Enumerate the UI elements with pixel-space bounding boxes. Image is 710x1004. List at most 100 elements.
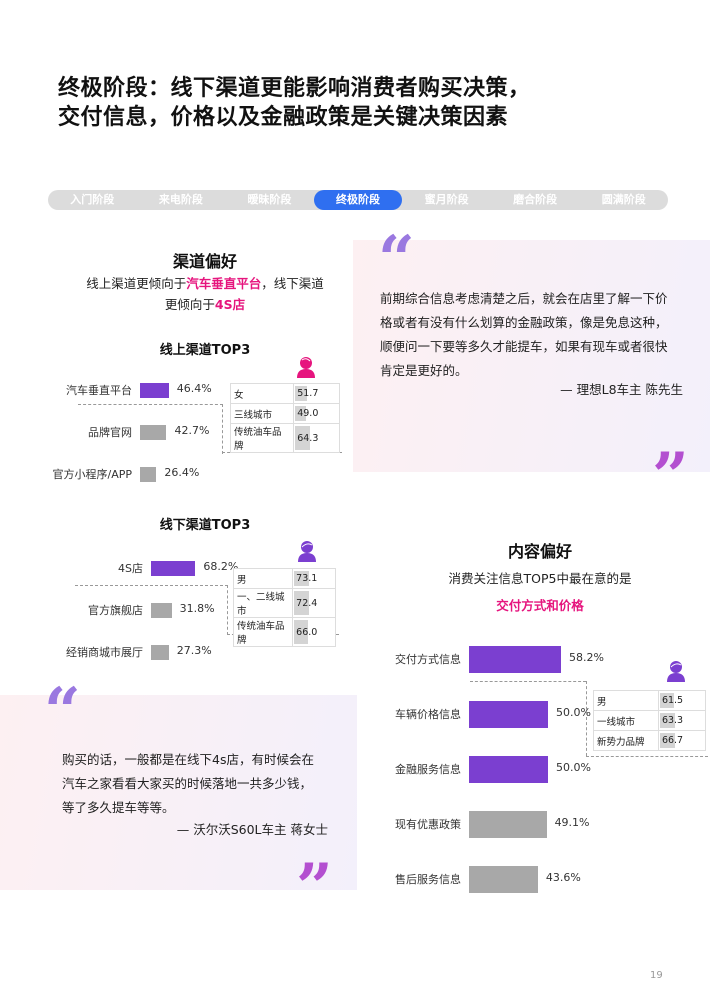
highlight: 汽车垂直平台 [186, 276, 262, 291]
page-title-line1: 终极阶段：线下渠道更能影响消费者购买决策， [58, 76, 531, 101]
sub-text: 线上渠道更倾向于 [86, 276, 187, 291]
close-quote-icon: ” [296, 850, 333, 925]
profile-value: 73.1 [296, 573, 318, 584]
bar-value: 68.2% [203, 560, 239, 573]
bar-label: 金融服务信息 [395, 763, 461, 776]
bar [151, 560, 196, 576]
quote-line: 格或者有没有什么划算的金融政策，像是免息这种， [380, 315, 668, 330]
page-number: 19 [650, 970, 663, 981]
bar-label: 官方旗舰店 [88, 604, 143, 617]
open-quote-icon: “ [44, 674, 81, 749]
quote-2-author: — 沃尔沃S60L车主 蒋女士 [176, 822, 328, 837]
stage-5[interactable]: 蜜月阶段 [424, 193, 469, 206]
bar-value: 50.0% [556, 706, 591, 719]
bar-value: 49.1% [554, 816, 590, 829]
stage-7[interactable]: 圆满阶段 [601, 193, 646, 206]
profile-key: 新势力品牌 [593, 730, 659, 751]
profile-row: 三线城市 49.0 [229, 403, 340, 424]
bar [151, 602, 172, 618]
quote-line: 前期综合信息考虑清楚之后，就会在店里了解一下价 [380, 291, 668, 306]
profile-row: 传统油车品牌 64.3 [229, 423, 340, 453]
channel-subtitle: 线上渠道更倾向于汽车垂直平台，线下渠道更倾向于4S店 [55, 273, 355, 315]
profile-value: 72.4 [296, 597, 318, 609]
profile-key: 传统油车品牌 [229, 423, 295, 453]
bar-value: 50.0% [556, 761, 591, 774]
profile-key: 一、二线城市 [232, 588, 294, 618]
quote-box-2 [0, 695, 357, 890]
content-subtitle: 消费关注信息TOP5中最在意的是 [448, 571, 632, 586]
quote-line: 汽车之家看看大家买的时候落地一共多少钱， [62, 776, 313, 791]
bar [469, 865, 538, 893]
profile-value: 61.5 [661, 695, 684, 706]
content-title: 内容偏好 [507, 542, 572, 561]
profile-value: 51.7 [297, 388, 319, 399]
bar-value: 26.4% [164, 466, 200, 479]
profile-key: 传统油车品牌 [232, 617, 294, 647]
bar-value: 31.8% [179, 602, 215, 615]
stage-4[interactable]: 终极阶段 [313, 190, 403, 210]
content-profile-table: 男 61.5 一线城市 63.3 新势力品牌 66.7 [593, 690, 707, 751]
quote-1-author: — 理想L8车主 陈先生 [560, 382, 683, 397]
stage-6[interactable]: 磨合阶段 [513, 193, 558, 206]
profile-value: 66.0 [296, 626, 318, 638]
quote-line: 顺便问一下要等多久才能提车，如果有现车或者很快 [380, 339, 668, 354]
bar [140, 424, 167, 440]
profile-row: 男 73.1 [232, 568, 336, 589]
open-quote-icon: “ [378, 222, 415, 297]
bar [140, 382, 169, 398]
profile-row: 男 61.5 [593, 690, 707, 711]
content-highlight: 交付方式和价格 [496, 598, 584, 613]
profile-value: 63.3 [661, 715, 684, 726]
bar-value: 46.4% [176, 382, 212, 395]
sub-text: 更倾向于 [164, 297, 215, 312]
bar-label: 现有优惠政策 [395, 818, 461, 831]
profile-value: 64.3 [297, 432, 319, 444]
bar-label: 经销商城市展厅 [66, 646, 143, 659]
stage-2[interactable]: 来电阶段 [158, 193, 203, 206]
bar [151, 644, 169, 660]
bar [469, 645, 561, 673]
quote-line: 购买的话，一般都是在线下4s店，有时候会在 [62, 752, 314, 767]
bar-value: 42.7% [174, 424, 210, 437]
bar-label: 售后服务信息 [395, 873, 461, 886]
profile-value: 66.7 [661, 735, 684, 746]
quote-box-1 [353, 240, 710, 472]
bar [469, 755, 548, 783]
bar-label: 官方小程序/APP [52, 468, 133, 481]
bar-value: 43.6% [545, 871, 581, 884]
online-profile-table: 女 51.7 三线城市 49.0 传统油车品牌 64.3 [229, 383, 340, 453]
highlight: 4S店 [214, 297, 246, 312]
bar-label: 汽车垂直平台 [66, 384, 132, 397]
profile-row: 女 51.7 [229, 383, 340, 404]
stage-1[interactable]: 入门阶段 [70, 193, 115, 206]
quote-line: 等了多久提车等等。 [62, 800, 175, 815]
stage-3[interactable]: 暧昧阶段 [247, 193, 292, 206]
male-person-icon [666, 660, 686, 686]
bar-label: 车辆价格信息 [395, 708, 461, 721]
profile-row: 新势力品牌 66.7 [593, 730, 707, 751]
profile-key: 男 [593, 690, 659, 711]
page-title-line2: 交付信息，价格以及金融政策是关键决策因素 [58, 105, 509, 130]
profile-key: 三线城市 [229, 403, 295, 424]
quote-1-text: 前期综合信息考虑清楚之后，就会在店里了解一下价 格或者有没有什么划算的金融政策，像… [380, 287, 690, 383]
close-quote-icon: ” [652, 439, 689, 514]
channel-title: 渠道偏好 [172, 252, 237, 271]
profile-row: 一线城市 63.3 [593, 710, 707, 731]
profile-key: 一线城市 [593, 710, 659, 731]
quote-2-text: 购买的话，一般都是在线下4s店，有时候会在 汽车之家看看大家买的时候落地一共多少钱… [62, 748, 352, 820]
male-person-icon [297, 540, 317, 566]
bar-label: 品牌官网 [88, 426, 132, 439]
bar [469, 810, 547, 838]
profile-value: 49.0 [297, 408, 319, 419]
sub-text: ，线下渠道 [261, 276, 324, 291]
quote-line: 肯定是更好的。 [380, 363, 468, 378]
female-person-icon [296, 356, 316, 382]
offline-title: 线下渠道TOP3 [159, 518, 251, 533]
stage-progress-bar: 入门阶段 来电阶段 暧昧阶段 终极阶段 蜜月阶段 磨合阶段 圆满阶段 [48, 190, 668, 210]
bar [140, 466, 157, 482]
online-title: 线上渠道TOP3 [159, 343, 251, 358]
profile-key: 女 [229, 383, 295, 404]
bar-label: 交付方式信息 [395, 653, 461, 666]
bar [469, 700, 548, 728]
bar-value: 58.2% [568, 651, 604, 664]
